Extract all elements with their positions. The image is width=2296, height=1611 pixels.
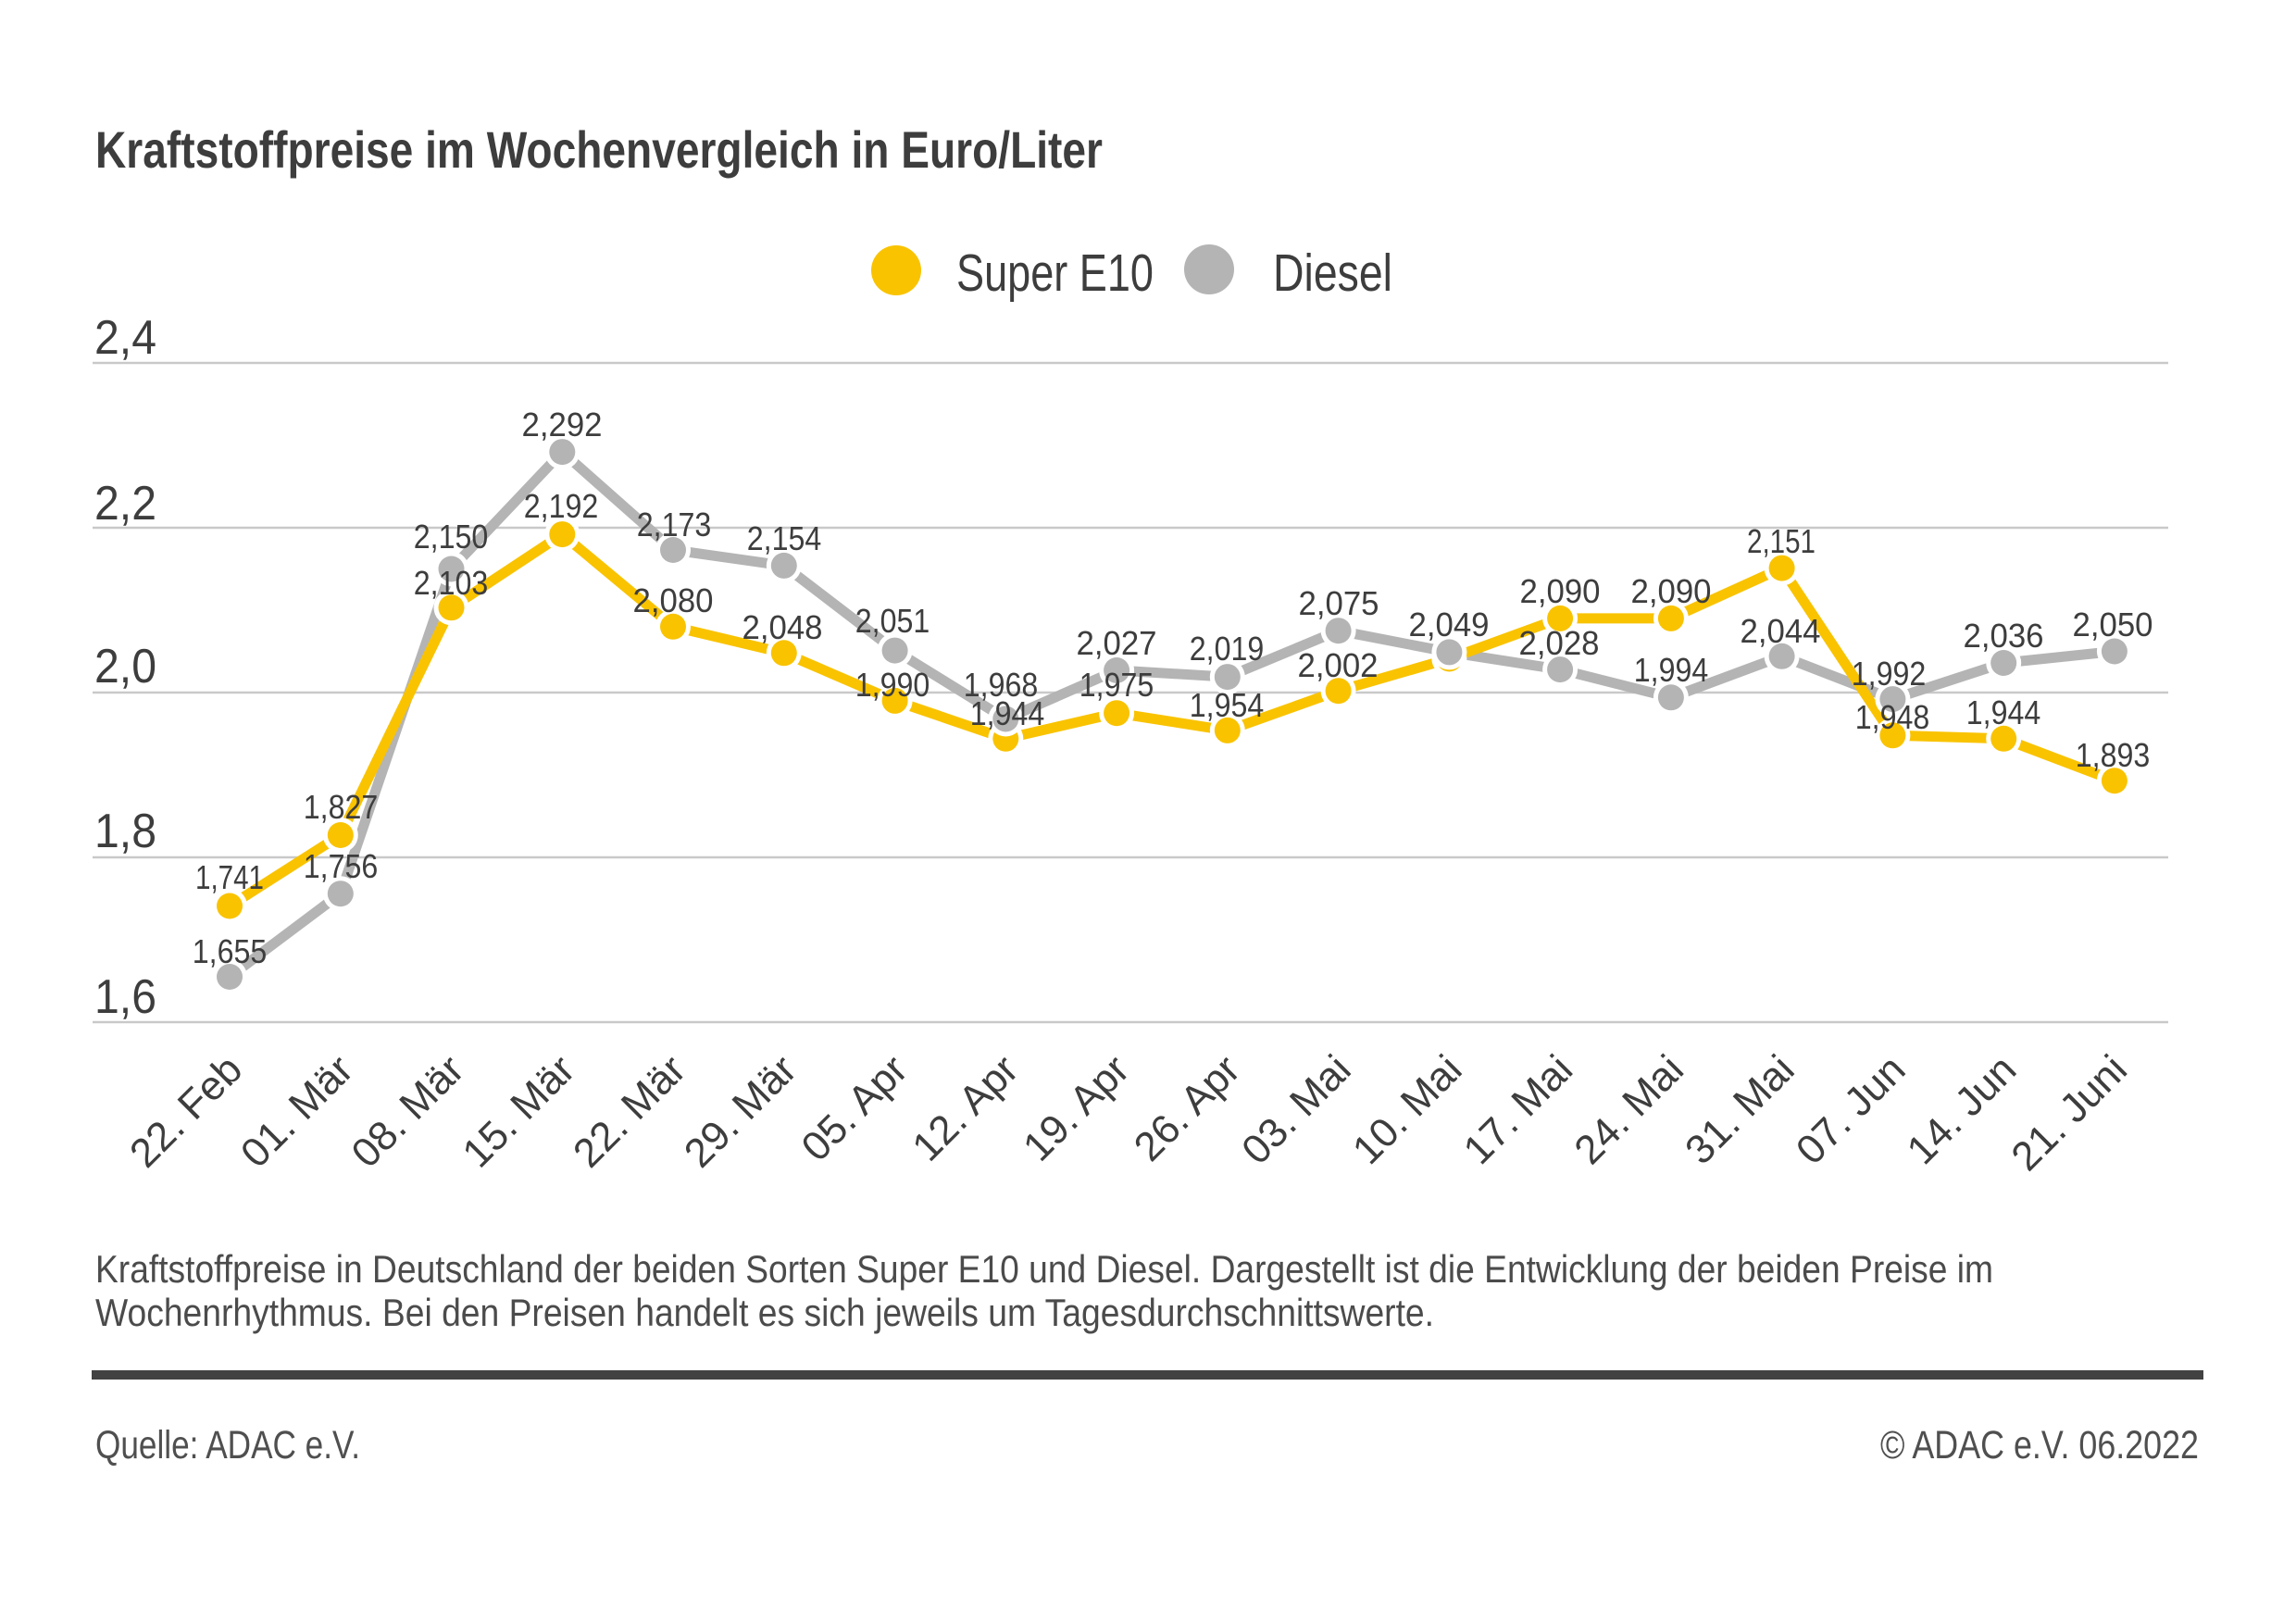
svg-text:2,2: 2,2	[94, 477, 156, 531]
svg-text:Super E10: Super E10	[956, 244, 1154, 303]
svg-text:1,990: 1,990	[855, 666, 930, 704]
svg-text:2,075: 2,075	[1299, 584, 1379, 622]
svg-text:2,154: 2,154	[747, 519, 822, 557]
svg-text:2,036: 2,036	[1964, 617, 2044, 655]
svg-text:1,6: 1,6	[94, 970, 156, 1024]
svg-text:2,4: 2,4	[94, 311, 156, 365]
svg-text:2,050: 2,050	[2073, 606, 2153, 643]
svg-text:2,151: 2,151	[1747, 522, 1816, 560]
svg-text:2,048: 2,048	[742, 608, 823, 646]
svg-text:2,028: 2,028	[1519, 624, 1600, 662]
svg-text:2,027: 2,027	[1077, 624, 1157, 662]
svg-text:Diesel: Diesel	[1273, 244, 1392, 303]
svg-text:1,994: 1,994	[1634, 651, 1709, 689]
svg-text:2,192: 2,192	[524, 487, 599, 525]
svg-text:1,827: 1,827	[304, 788, 379, 826]
svg-text:1,968: 1,968	[964, 666, 1039, 704]
svg-text:2,080: 2,080	[633, 581, 714, 619]
svg-text:2,049: 2,049	[1409, 606, 1490, 643]
svg-text:1,954: 1,954	[1190, 686, 1265, 724]
svg-text:2,173: 2,173	[637, 506, 712, 543]
svg-text:2,002: 2,002	[1298, 646, 1379, 684]
svg-text:2,0: 2,0	[94, 640, 156, 693]
svg-text:1,944: 1,944	[1966, 693, 2041, 731]
svg-text:1,992: 1,992	[1852, 655, 1927, 693]
svg-text:2,150: 2,150	[414, 518, 489, 556]
svg-text:1,655: 1,655	[193, 932, 268, 970]
svg-text:Kraftstoffpreise in Deutschlan: Kraftstoffpreise in Deutschland der beid…	[95, 1247, 1993, 1291]
svg-text:2,103: 2,103	[414, 564, 489, 602]
svg-text:2,019: 2,019	[1190, 630, 1265, 668]
svg-text:Quelle: ADAC e.V.: Quelle: ADAC e.V.	[95, 1423, 360, 1467]
svg-text:1,944: 1,944	[970, 694, 1045, 732]
svg-text:Wochenrhythmus. Bei den Preise: Wochenrhythmus. Bei den Preisen handelt …	[95, 1291, 1434, 1334]
svg-text:1,756: 1,756	[304, 847, 379, 885]
svg-text:2,090: 2,090	[1520, 572, 1601, 610]
svg-text:Kraftstoffpreise im Wochenverg: Kraftstoffpreise im Wochenvergleich in E…	[95, 120, 1103, 179]
svg-text:1,975: 1,975	[1079, 666, 1154, 704]
svg-text:2,090: 2,090	[1631, 572, 1712, 610]
svg-text:2,292: 2,292	[522, 406, 603, 443]
svg-text:1,893: 1,893	[2076, 736, 2151, 774]
svg-text:2,051: 2,051	[855, 602, 930, 640]
svg-text:1,741: 1,741	[195, 858, 264, 896]
svg-text:1,948: 1,948	[1855, 698, 1930, 736]
svg-text:© ADAC e.V. 06.2022: © ADAC e.V. 06.2022	[1880, 1423, 2199, 1467]
svg-text:2,044: 2,044	[1741, 612, 1821, 650]
svg-text:1,8: 1,8	[94, 805, 156, 858]
